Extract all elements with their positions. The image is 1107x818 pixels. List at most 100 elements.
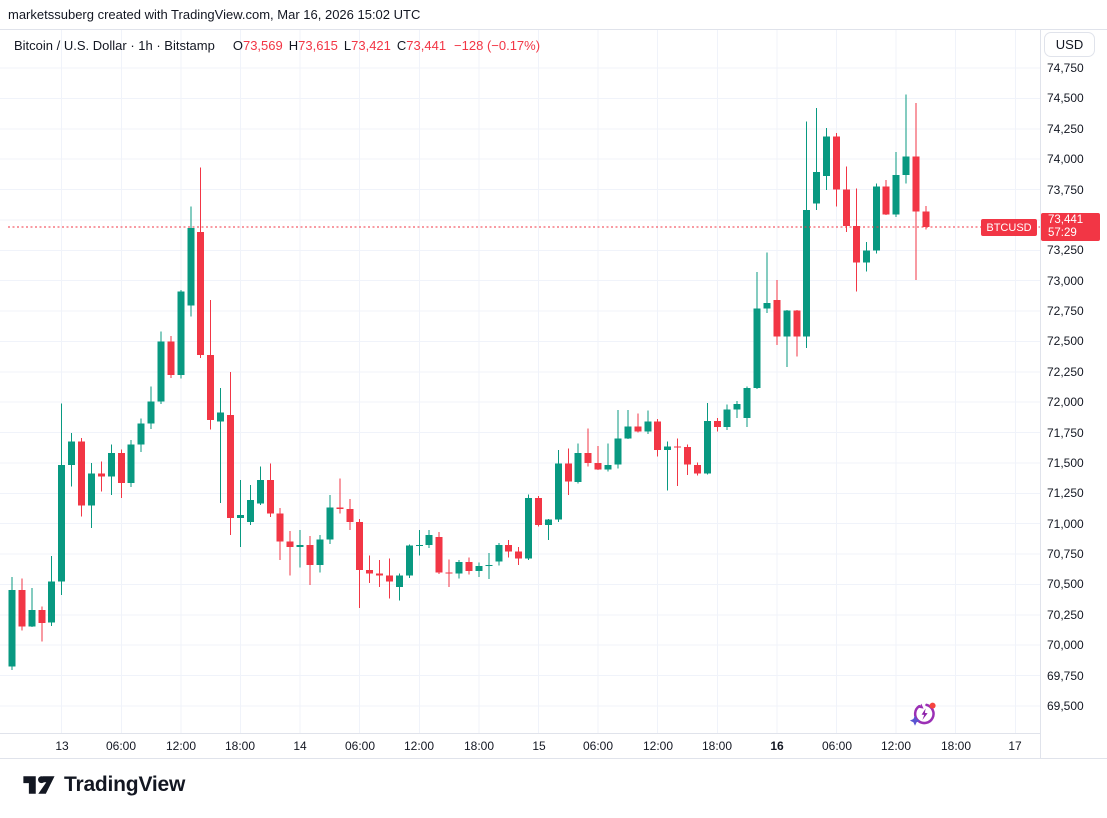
price-tick-label: 72,750 bbox=[1047, 304, 1084, 318]
candle-body bbox=[872, 186, 880, 251]
candle-body bbox=[395, 575, 403, 587]
symbol-title[interactable]: Bitcoin / U.S. Dollar · 1h · Bitstamp bbox=[14, 37, 215, 53]
price-tick-label: 74,250 bbox=[1047, 122, 1084, 136]
candle-body bbox=[475, 566, 483, 572]
candle-body bbox=[88, 473, 95, 506]
price-tick-label: 70,750 bbox=[1047, 547, 1084, 561]
price-axis[interactable] bbox=[1040, 30, 1107, 758]
candle-body bbox=[833, 136, 840, 190]
time-tick-label: 15 bbox=[532, 739, 546, 753]
time-tick-label: 14 bbox=[293, 739, 307, 753]
candle-body bbox=[763, 303, 771, 309]
candle-body bbox=[525, 498, 533, 559]
time-tick-label: 12:00 bbox=[642, 739, 674, 753]
tradingview-wordmark: TradingView bbox=[64, 773, 186, 796]
candle-body bbox=[58, 464, 66, 582]
candle-body bbox=[147, 401, 155, 424]
price-tick-label: 71,500 bbox=[1047, 456, 1084, 470]
candle-body bbox=[604, 464, 612, 470]
attribution-text: marketssuberg created with TradingView.c… bbox=[8, 7, 421, 22]
candle-body bbox=[892, 174, 900, 215]
candle-body bbox=[207, 354, 215, 420]
candle-body bbox=[425, 535, 433, 545]
tradingview-logo[interactable]: TradingView bbox=[22, 773, 185, 797]
candle-body bbox=[723, 409, 731, 428]
arrow-head bbox=[919, 703, 924, 709]
candle-body bbox=[664, 446, 672, 451]
bar-countdown-timer: 57:29 bbox=[1048, 227, 1077, 239]
candle-body bbox=[346, 509, 354, 522]
candle-body bbox=[674, 446, 682, 448]
time-tick-label: 18:00 bbox=[940, 739, 972, 753]
red-dot bbox=[929, 702, 936, 709]
candle-body bbox=[237, 515, 244, 519]
time-tick-label: 06:00 bbox=[344, 739, 376, 753]
candle-body bbox=[564, 463, 572, 482]
time-axis[interactable] bbox=[0, 733, 1040, 758]
spark-refresh-icon[interactable] bbox=[909, 699, 939, 729]
time-tick-label: 18:00 bbox=[224, 739, 256, 753]
candle-body bbox=[733, 404, 741, 410]
time-tick-label: 17 bbox=[1008, 739, 1022, 753]
candle-body bbox=[584, 453, 592, 463]
candle-body bbox=[167, 341, 175, 375]
price-tick-label: 71,000 bbox=[1047, 517, 1084, 531]
candle-body bbox=[227, 414, 234, 519]
price-tick-label: 73,750 bbox=[1047, 183, 1084, 197]
candle-body bbox=[684, 447, 691, 465]
time-tick-label: 16 bbox=[770, 739, 784, 753]
price-tick-label: 73,250 bbox=[1047, 243, 1084, 257]
candle-body bbox=[634, 426, 642, 432]
price-tick-label: 74,000 bbox=[1047, 152, 1084, 166]
price-tick-label: 74,500 bbox=[1047, 91, 1084, 105]
ohlc-values: O73,569 H73,615 L73,421 C73,441 bbox=[227, 38, 446, 53]
candle-body bbox=[266, 480, 274, 514]
candle-body bbox=[465, 562, 473, 572]
candle-body bbox=[614, 438, 622, 465]
candle-body bbox=[316, 539, 324, 565]
attribution-bar: marketssuberg created with TradingView.c… bbox=[0, 0, 1107, 30]
candle-body bbox=[415, 545, 423, 546]
candle-body bbox=[78, 441, 85, 506]
ohlc-letter: L bbox=[343, 37, 352, 53]
price-tick-label: 73,000 bbox=[1047, 274, 1084, 288]
candle-body bbox=[127, 444, 135, 483]
price-tick-label: 71,250 bbox=[1047, 486, 1084, 500]
current-price-value: 73,441 bbox=[1048, 214, 1084, 226]
candle-body bbox=[743, 388, 751, 418]
time-tick-label: 06:00 bbox=[582, 739, 614, 753]
candle-body bbox=[922, 211, 930, 228]
candle-body bbox=[852, 226, 860, 263]
candle-body bbox=[753, 308, 761, 389]
time-tick-label: 06:00 bbox=[105, 739, 137, 753]
candle-body bbox=[68, 441, 76, 465]
currency-toggle-button[interactable]: USD bbox=[1044, 32, 1095, 57]
candle-body bbox=[703, 421, 711, 474]
candle-body bbox=[574, 453, 582, 482]
candle-body bbox=[803, 210, 811, 337]
candlestick-chart[interactable] bbox=[0, 30, 1040, 733]
chart-area: Bitcoin / U.S. Dollar · 1h · Bitstamp O7… bbox=[0, 30, 1107, 758]
tradingview-logo-mark bbox=[23, 776, 55, 794]
candle-body bbox=[296, 545, 304, 547]
candle-body bbox=[97, 473, 105, 477]
symbol-legend: Bitcoin / U.S. Dollar · 1h · Bitstamp O7… bbox=[14, 36, 540, 54]
ohlc-letter: C bbox=[396, 37, 407, 53]
candle-body bbox=[48, 581, 56, 623]
candle-body bbox=[515, 551, 523, 559]
footer-bar: TradingView bbox=[0, 758, 1107, 818]
time-tick-label: 13 bbox=[55, 739, 69, 753]
candle-body bbox=[376, 573, 384, 576]
candle-body bbox=[793, 310, 801, 337]
candle-body bbox=[256, 480, 264, 504]
candle-body bbox=[38, 610, 46, 623]
ohlc-value: 73,421 bbox=[351, 37, 391, 53]
ohlc-value: 73,615 bbox=[298, 37, 338, 53]
candle-body bbox=[902, 156, 910, 175]
sparkle-star bbox=[909, 715, 921, 726]
candle-body bbox=[187, 227, 195, 306]
candle-body bbox=[326, 507, 334, 540]
candle-body bbox=[366, 569, 374, 574]
candle-body bbox=[783, 310, 791, 337]
candle-body bbox=[644, 421, 652, 432]
